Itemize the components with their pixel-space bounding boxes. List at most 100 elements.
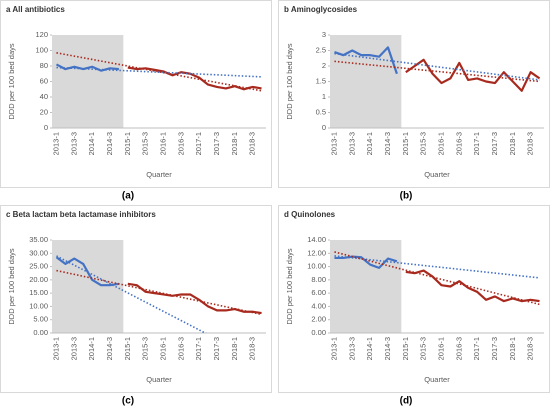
x-tick-label: 2013-1 [329, 132, 338, 155]
x-tick-label: 2013-1 [51, 132, 60, 155]
panel-caption: (d) [400, 396, 413, 407]
x-tick-label: 2017-3 [490, 337, 499, 360]
y-tick-label: 0.00 [311, 328, 326, 337]
data-line [334, 46, 398, 75]
x-tick-label: 2014-1 [365, 132, 374, 155]
panel-title: a All antibiotics [6, 5, 65, 14]
trend-line [334, 255, 540, 279]
x-tick-label: 2018-3 [248, 132, 257, 155]
y-tick-label: 1 [322, 92, 326, 101]
panel-frame [0, 205, 272, 393]
y-tick-label: 60 [40, 76, 48, 85]
y-tick-label: 4.00 [311, 301, 326, 310]
x-tick-label: 2014-3 [383, 132, 392, 155]
x-tick-label: 2018-1 [508, 132, 517, 155]
panel-frame [278, 205, 550, 393]
x-tick-label: 2015-3 [419, 132, 428, 155]
data-line [127, 282, 262, 315]
y-tick-label: 5.00 [33, 315, 48, 324]
x-tick-label: 2013-1 [329, 337, 338, 360]
x-tick-label: 2015-3 [141, 132, 150, 155]
data-line [127, 66, 262, 91]
y-tick-label: 15.00 [29, 288, 48, 297]
shaded-period [330, 240, 402, 333]
y-tick-label: 100 [35, 45, 48, 54]
trend-line [334, 60, 540, 83]
y-tick-label: 8.00 [311, 275, 326, 284]
panel-caption: (c) [122, 396, 134, 407]
x-tick-label: 2014-3 [383, 337, 392, 360]
y-tick-label: 20 [40, 107, 48, 116]
y-tick-label: 10.00 [307, 262, 326, 271]
x-tick-label: 2015-1 [123, 132, 132, 155]
x-tick-label: 2018-1 [508, 337, 517, 360]
x-tick-label: 2017-1 [472, 337, 481, 360]
x-tick-label: 2017-3 [212, 132, 221, 155]
trend-line [334, 251, 540, 306]
y-tick-label: 40 [40, 92, 48, 101]
x-tick-label: 2018-1 [230, 337, 239, 360]
panel-title: d Quinolones [284, 210, 336, 219]
x-tick-label: 2013-1 [51, 337, 60, 360]
panel-frame [0, 0, 272, 188]
panel: a All antibiotics 0 20 40 60 80 100 120 2013-1 20… [0, 0, 272, 202]
x-axis-label: Quarter [424, 170, 450, 179]
x-tick-label: 2016-1 [158, 337, 167, 360]
x-tick-label: 2014-1 [365, 337, 374, 360]
y-tick-label: 0.5 [316, 107, 326, 116]
y-tick-label: 2.5 [316, 45, 326, 54]
data-line [405, 269, 540, 303]
x-tick-label: 2015-3 [141, 337, 150, 360]
panel: b Aminoglycosides 0 0.5 1 1.5 2 2.5 3 2013-1 2013… [278, 0, 550, 202]
y-tick-label: 14.00 [307, 235, 326, 244]
trend-line [56, 66, 262, 78]
x-tick-label: 2016-3 [454, 132, 463, 155]
y-tick-label: 80 [40, 61, 48, 70]
x-tick-label: 2016-3 [176, 132, 185, 155]
data-line [405, 58, 541, 92]
x-tick-label: 2013-3 [69, 132, 78, 155]
shaded-period [52, 240, 124, 333]
panel-title: c Beta lactam beta lactamase inhibitors [6, 210, 156, 219]
trend-line [334, 52, 540, 81]
x-tick-label: 2016-3 [176, 337, 185, 360]
y-axis-label: DDD per 100 bed days [7, 43, 16, 120]
panel: c Beta lactam beta lactamase inhibitors 0… [0, 205, 272, 407]
shaded-period [330, 35, 402, 128]
y-tick-label: 0 [44, 123, 48, 132]
y-tick-label: 12.00 [307, 248, 326, 257]
x-tick-label: 2016-1 [436, 337, 445, 360]
panel-frame [278, 0, 550, 188]
x-tick-label: 2018-1 [230, 132, 239, 155]
x-tick-label: 2018-3 [248, 337, 257, 360]
x-tick-label: 2013-3 [69, 337, 78, 360]
panel-title: b Aminoglycosides [284, 5, 358, 14]
x-tick-label: 2013-3 [347, 132, 356, 155]
x-tick-label: 2017-1 [194, 337, 203, 360]
x-tick-label: 2015-1 [401, 337, 410, 360]
y-tick-label: 1.5 [316, 76, 326, 85]
x-tick-label: 2014-1 [87, 337, 96, 360]
x-tick-label: 2015-3 [419, 337, 428, 360]
x-tick-label: 2018-3 [526, 132, 535, 155]
y-tick-label: 10.00 [29, 301, 48, 310]
x-tick-label: 2013-3 [347, 337, 356, 360]
y-tick-label: 120 [35, 30, 48, 39]
y-tick-label: 2.00 [311, 315, 326, 324]
y-tick-label: 0.00 [33, 328, 48, 337]
y-tick-label: 35.00 [29, 235, 48, 244]
x-tick-label: 2014-3 [105, 132, 114, 155]
x-axis-label: Quarter [424, 375, 450, 384]
y-axis-label: DDD per 100 bed days [285, 248, 294, 325]
x-tick-label: 2017-3 [490, 132, 499, 155]
x-tick-label: 2016-3 [454, 337, 463, 360]
x-tick-label: 2014-3 [105, 337, 114, 360]
y-tick-label: 3 [322, 30, 326, 39]
x-tick-label: 2018-3 [526, 337, 535, 360]
y-axis-label: DDD per 100 bed days [285, 43, 294, 120]
shaded-period [52, 35, 124, 128]
x-tick-label: 2016-1 [158, 132, 167, 155]
x-axis-label: Quarter [146, 170, 172, 179]
panel-caption: (b) [400, 191, 413, 202]
